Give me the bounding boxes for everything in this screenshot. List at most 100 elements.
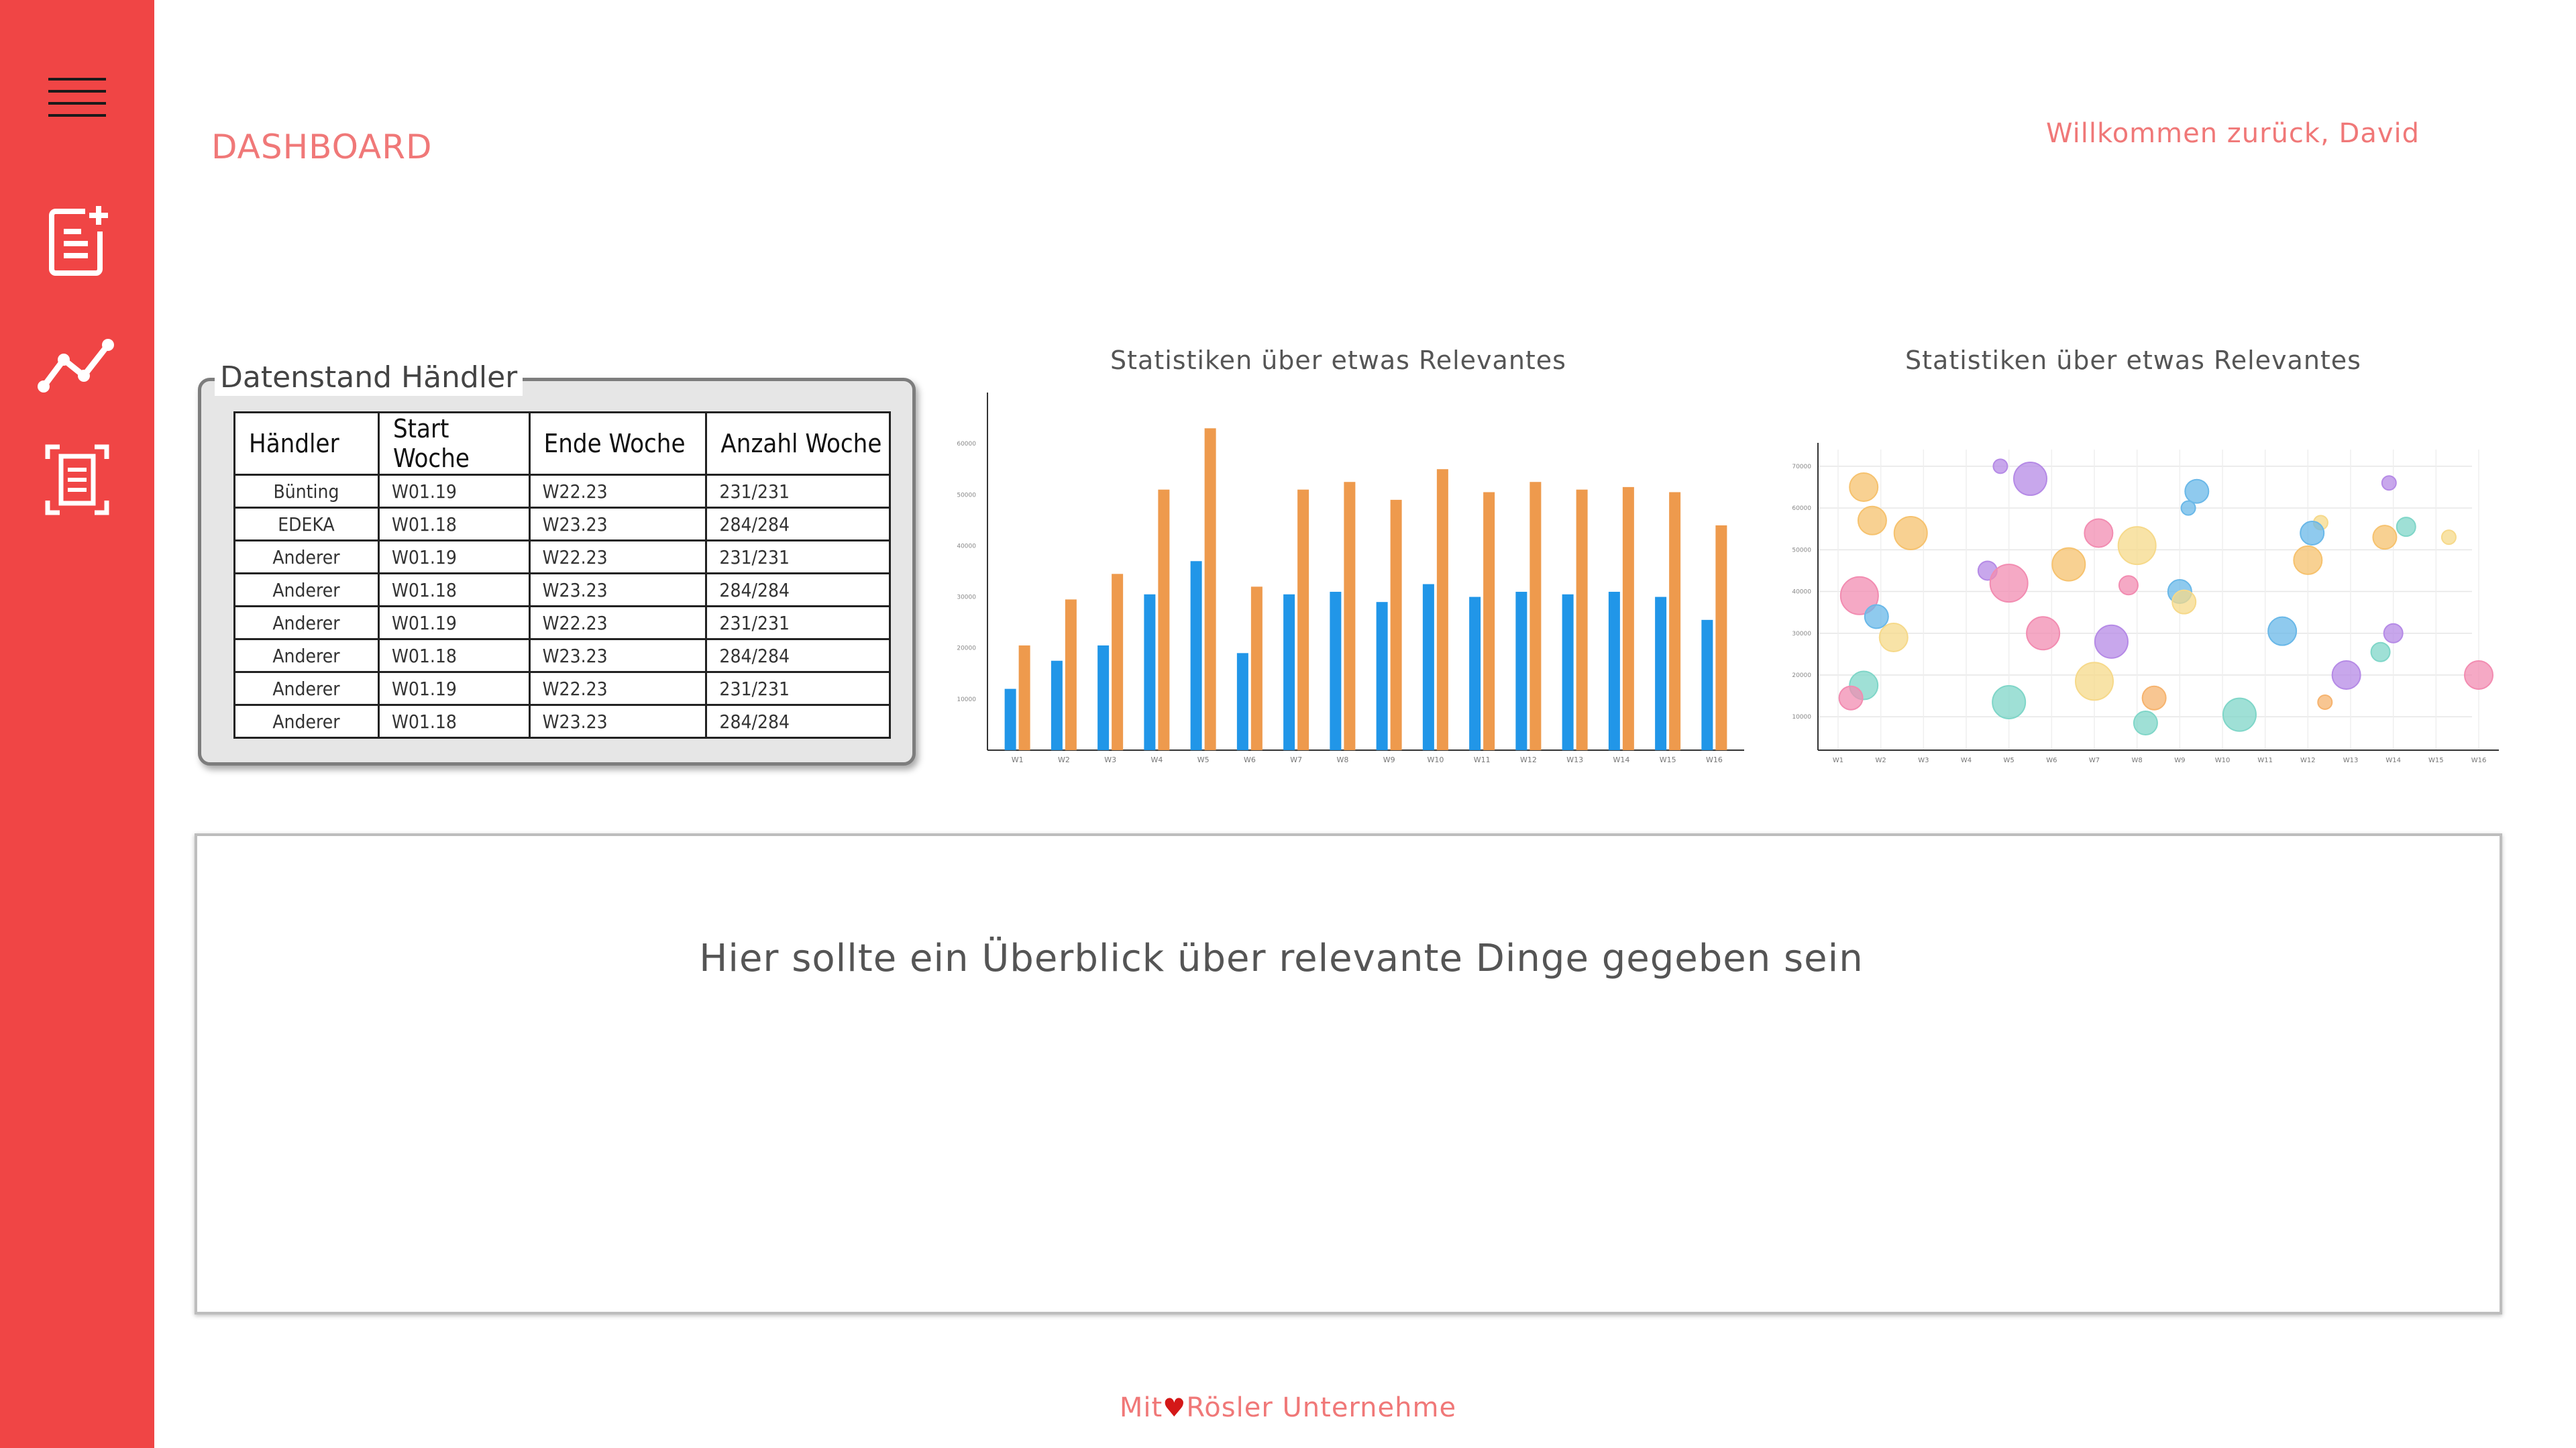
table-cell: Anderer xyxy=(233,572,380,607)
table-cell: W01.18 xyxy=(377,704,531,739)
x-tick-label: W16 xyxy=(2471,757,2487,764)
table-cell: W01.18 xyxy=(377,507,531,541)
bar xyxy=(1144,594,1156,750)
bar-chart-title: Statistiken über etwas Relevantes xyxy=(1110,346,1566,375)
table-cell: W01.19 xyxy=(377,605,531,640)
footer-company: Rösler Unternehme xyxy=(1186,1392,1457,1423)
column-header-dealer: Händler xyxy=(233,411,380,476)
table-cell: Anderer xyxy=(233,671,380,706)
bubble xyxy=(1857,505,1887,535)
table-cell: 231/231 xyxy=(705,539,891,574)
sidebar xyxy=(0,0,154,1448)
table-cell: 284/284 xyxy=(705,507,891,541)
bar xyxy=(1190,561,1202,750)
bubble xyxy=(2094,624,2129,659)
table-cell: Anderer xyxy=(233,605,380,640)
bar xyxy=(1422,584,1434,750)
bar xyxy=(1515,591,1527,750)
y-tick-label: 50000 xyxy=(1792,547,1811,554)
x-tick-label: W11 xyxy=(2257,757,2273,764)
table-cell: 284/284 xyxy=(705,638,891,673)
x-tick-label: W8 xyxy=(1336,756,1348,764)
bubble xyxy=(1893,515,1928,550)
table-cell: W23.23 xyxy=(528,704,708,739)
bar xyxy=(1669,492,1681,750)
x-tick-label: W14 xyxy=(1613,756,1629,764)
table-cell: Anderer xyxy=(233,638,380,673)
x-tick-label: W15 xyxy=(1660,756,1676,764)
bar xyxy=(1483,492,1495,750)
table-cell: Anderer xyxy=(233,539,380,574)
scan-document-button[interactable] xyxy=(27,439,127,520)
x-tick-label: W15 xyxy=(2428,757,2444,764)
page-title: DASHBOARD xyxy=(211,127,433,166)
bubble xyxy=(2440,529,2457,546)
x-tick-label: W5 xyxy=(1197,756,1210,764)
new-document-button[interactable] xyxy=(27,201,127,282)
bubble xyxy=(2141,685,2167,711)
table-cell: W22.23 xyxy=(528,605,708,640)
column-header-end-week: Ende Woche xyxy=(528,411,708,476)
x-tick-label: W13 xyxy=(2343,757,2359,764)
bubble xyxy=(2331,660,2361,690)
y-tick-label: 50000 xyxy=(957,492,976,499)
bubble xyxy=(2317,694,2333,710)
y-tick-label: 40000 xyxy=(957,543,976,550)
y-tick-label: 70000 xyxy=(1792,464,1811,470)
y-tick-label: 10000 xyxy=(957,696,976,703)
x-tick-label: W12 xyxy=(1520,756,1537,764)
bar xyxy=(1562,594,1574,750)
y-tick-label: 60000 xyxy=(1792,505,1811,512)
dealer-table: Händler Start Woche Ende Woche Anzahl Wo… xyxy=(233,411,891,739)
x-tick-label: W1 xyxy=(1833,757,1843,764)
table-header-row: Händler Start Woche Ende Woche Anzahl Wo… xyxy=(233,411,891,476)
heart-icon: ♥ xyxy=(1163,1393,1187,1423)
line-chart-icon xyxy=(38,339,114,393)
table-row: Bünting W01.19 W22.23 231/231 xyxy=(233,474,891,509)
bubble xyxy=(1864,604,1889,629)
x-tick-label: W7 xyxy=(2089,757,2100,764)
bubble xyxy=(2084,518,2114,548)
x-tick-label: W1 xyxy=(1012,756,1024,764)
table-row: Anderer W01.18 W23.23 284/284 xyxy=(233,638,891,673)
bar xyxy=(1390,499,1402,750)
table-cell: W22.23 xyxy=(528,671,708,706)
bubble xyxy=(2013,462,2047,497)
table-cell: W23.23 xyxy=(528,507,708,541)
bar xyxy=(1701,619,1713,750)
statistics-button[interactable] xyxy=(27,325,127,406)
bubble xyxy=(2383,623,2404,643)
bar xyxy=(1097,645,1110,750)
table-cell: W01.18 xyxy=(377,638,531,673)
column-header-start-week: Start Woche xyxy=(377,411,531,476)
bubble xyxy=(1992,684,2027,719)
table-row: Anderer W01.19 W22.23 231/231 xyxy=(233,539,891,574)
x-tick-label: W2 xyxy=(1876,757,1886,764)
table-cell: Anderer xyxy=(233,704,380,739)
y-tick-label: 10000 xyxy=(1792,714,1811,721)
column-header-week-count: Anzahl Woche xyxy=(705,411,891,476)
new-document-icon xyxy=(49,206,108,276)
table-row: EDEKA W01.18 W23.23 284/284 xyxy=(233,507,891,541)
table-cell: W01.19 xyxy=(377,671,531,706)
table-cell: W01.19 xyxy=(377,539,531,574)
x-tick-label: W9 xyxy=(1383,756,1395,764)
bubble xyxy=(2267,616,2298,646)
bubble xyxy=(1839,576,1879,615)
table-row: Anderer W01.18 W23.23 284/284 xyxy=(233,572,891,607)
x-tick-label: W6 xyxy=(2046,757,2057,764)
menu-button[interactable] xyxy=(27,57,127,138)
bubble xyxy=(2118,575,2139,596)
bar xyxy=(1018,645,1030,750)
bar xyxy=(1250,586,1263,750)
table-cell: W23.23 xyxy=(528,638,708,673)
bar xyxy=(1112,574,1124,750)
bar xyxy=(1436,469,1448,750)
x-tick-label: W11 xyxy=(1474,756,1491,764)
x-tick-label: W4 xyxy=(1150,756,1163,764)
y-tick-label: 60000 xyxy=(957,441,976,448)
bubble xyxy=(2300,520,2325,546)
x-tick-label: W12 xyxy=(2300,757,2316,764)
table-cell: W01.19 xyxy=(377,474,531,509)
footer-prefix: Mit xyxy=(1119,1392,1163,1423)
